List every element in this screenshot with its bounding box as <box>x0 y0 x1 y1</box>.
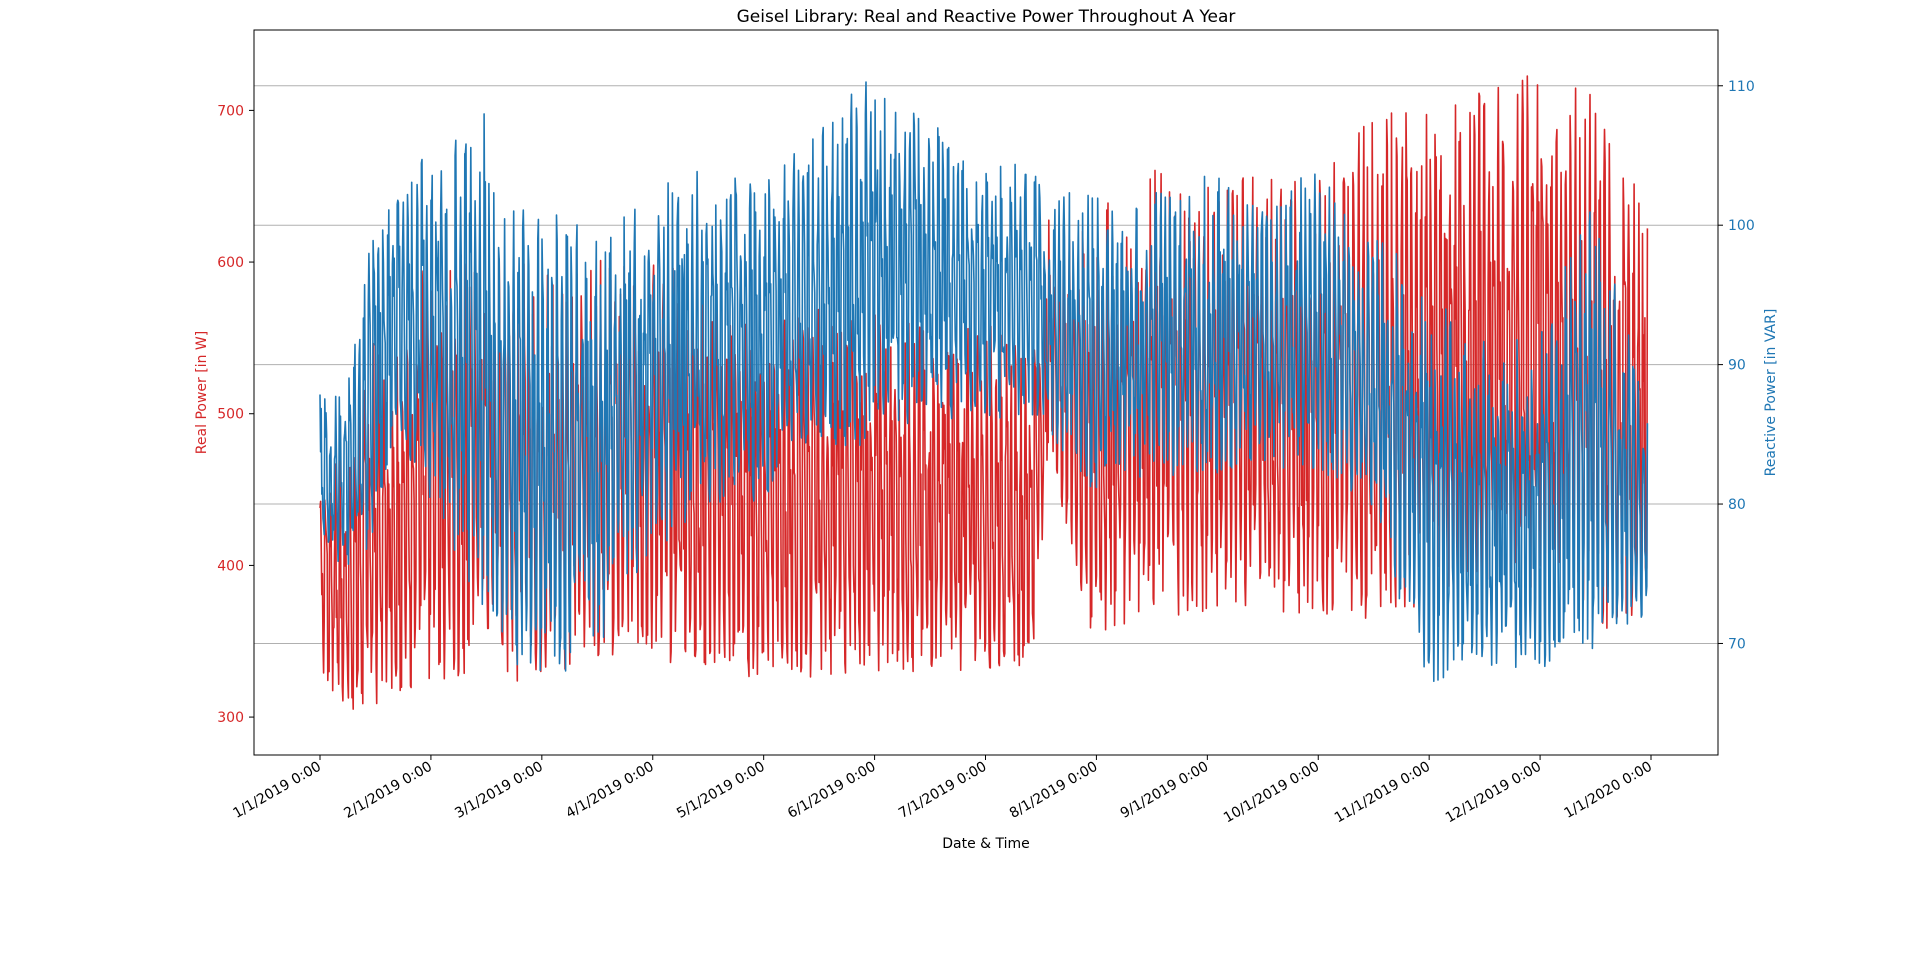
real-power-series <box>319 75 1649 710</box>
y-right-tick-label: 100 <box>1728 218 1755 234</box>
y-right-tick-label: 80 <box>1728 497 1746 513</box>
y-axis-left: 300 400 500 600 700 <box>217 103 254 726</box>
y-right-tick-label: 70 <box>1728 636 1746 652</box>
y-left-tick-label: 700 <box>217 103 244 119</box>
series-line <box>319 81 1649 682</box>
y-left-tick-label: 300 <box>217 710 244 726</box>
y-left-tick-label: 400 <box>217 558 244 574</box>
reactive-power-series <box>319 81 1649 682</box>
y-right-tick-label: 110 <box>1728 79 1755 95</box>
x-axis-label: Date & Time <box>942 836 1030 852</box>
y-axis-left-label: Real Power [in W] <box>194 331 210 454</box>
y-left-tick-label: 600 <box>217 255 244 271</box>
y-left-tick-label: 500 <box>217 407 244 423</box>
series-line <box>319 75 1649 710</box>
chart-title: Geisel Library: Real and Reactive Power … <box>737 7 1236 27</box>
y-axis-right: 70 80 90 100 110 <box>1718 79 1755 652</box>
y-axis-right-label: Reactive Power [in VAR] <box>1763 309 1779 477</box>
y-right-tick-label: 90 <box>1728 358 1746 374</box>
